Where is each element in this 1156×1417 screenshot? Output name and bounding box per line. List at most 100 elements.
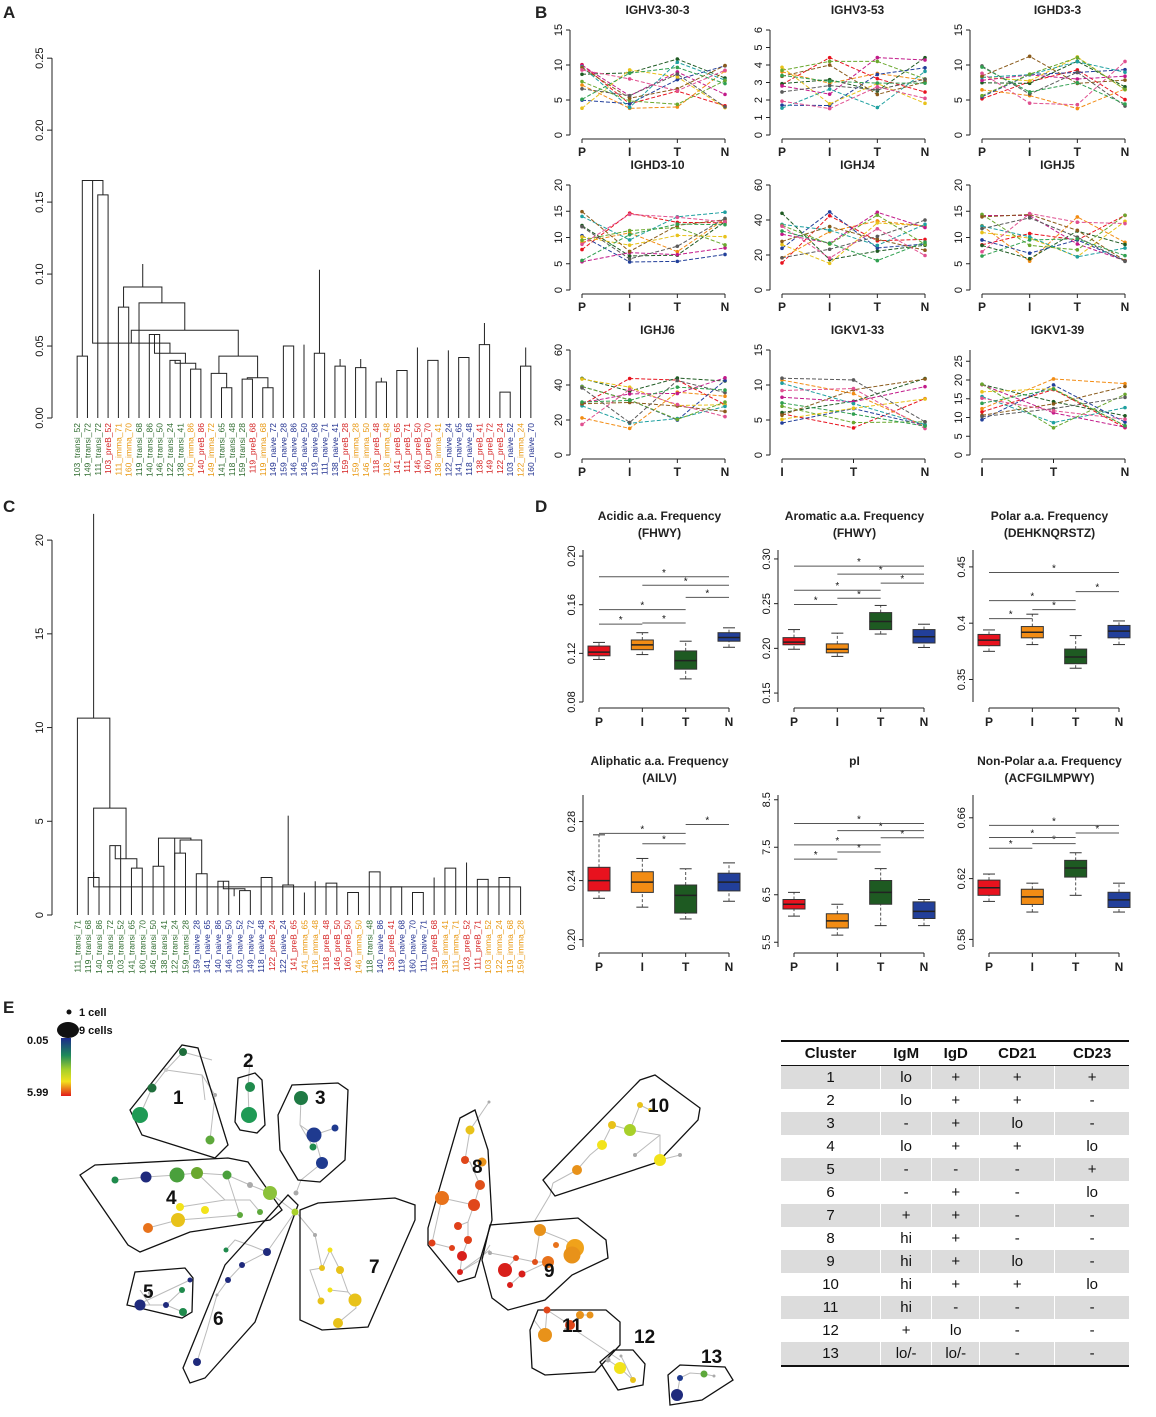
series-point — [675, 252, 680, 257]
series-line — [781, 78, 926, 93]
leaf-label: 146_preB_50 — [332, 920, 342, 971]
box — [587, 866, 611, 892]
series-point — [580, 238, 584, 243]
x-tick-label: P — [790, 960, 798, 974]
series-point — [723, 388, 727, 392]
leaf-label: 111_preB_71 — [472, 920, 482, 970]
leaf-label: 140_transi_86 — [94, 920, 104, 974]
series-point — [1027, 216, 1032, 220]
y-tick-label: 10 — [953, 59, 965, 71]
y-tick-label: 5 — [953, 261, 965, 267]
table-cell: - — [1054, 1319, 1129, 1342]
leaf-label: 103_preB_52 — [462, 920, 472, 971]
cluster-label-4: 4 — [166, 1188, 177, 1209]
y-tick-label: 10 — [753, 379, 765, 391]
series-line — [581, 388, 726, 425]
y-tick-label: 0.62 — [956, 868, 968, 889]
series-point — [980, 382, 984, 387]
series-point — [780, 103, 784, 108]
series-point — [580, 224, 584, 229]
x-tick-label: I — [628, 145, 631, 159]
leaf-label: 119_transi_68 — [134, 423, 144, 477]
series-point — [923, 81, 927, 85]
leaf-label: 122_naive_24 — [278, 920, 288, 974]
series-point — [1027, 251, 1032, 256]
series-point — [875, 246, 880, 250]
x-tick-label: N — [721, 300, 730, 314]
spade-edges — [114, 1051, 715, 1396]
table-row: 1 lo + + + — [781, 1065, 1129, 1089]
table-header-cell: IgD — [931, 1040, 980, 1066]
series-point — [580, 377, 584, 381]
box — [1064, 859, 1088, 878]
series-point — [723, 404, 727, 409]
line-panel: IGKV1-39 0 5 10 15 20 25 I T N — [953, 323, 1129, 479]
y-tick-label: 0 — [34, 912, 46, 918]
cluster-5-outline — [126, 1267, 194, 1319]
series-point — [827, 59, 832, 64]
series-point — [1027, 234, 1032, 239]
x-tick-label: T — [674, 300, 682, 314]
series-point — [875, 258, 880, 263]
series-point — [780, 410, 784, 415]
series-line — [581, 221, 726, 257]
series-line — [581, 66, 726, 100]
table-cell: 5 — [781, 1158, 881, 1181]
table-cell: lo — [931, 1319, 980, 1342]
series-line — [781, 230, 926, 262]
series-point — [923, 65, 927, 70]
color-scale-bar — [61, 1038, 71, 1096]
series-point — [780, 381, 784, 386]
series-point — [980, 238, 984, 242]
x-tick-label: P — [778, 300, 786, 314]
table-body: 1 lo + + +2 lo + + -3- + lo -4 lo + + lo 5- - - +6- + - lo 7 + + -… — [781, 1065, 1129, 1367]
table-cell: - — [979, 1158, 1055, 1181]
series-line — [781, 60, 926, 80]
cluster-12-outline — [599, 1349, 646, 1391]
series-point — [875, 226, 880, 231]
panel-subtitle: (ACFGILMPWY) — [1005, 771, 1095, 785]
series-line — [781, 74, 926, 84]
series-point — [723, 81, 727, 86]
series-line — [981, 396, 1126, 424]
table-header-cell: Cluster — [781, 1040, 881, 1066]
series-point — [1027, 54, 1032, 59]
series-point — [980, 65, 984, 69]
series-point — [1123, 392, 1127, 397]
series-point — [675, 72, 680, 76]
x-tick-label: N — [1121, 465, 1130, 479]
line-panel: IGHJ6 0 20 40 60 P I T N — [553, 323, 729, 479]
table-cell: - — [1054, 1112, 1129, 1135]
table-cell: 7 — [781, 1204, 881, 1227]
series-line — [981, 212, 1126, 253]
leaf-label: 111_preB_71 — [402, 423, 412, 473]
y-tick-label: 40 — [753, 214, 765, 226]
y-tick-label: 0.20 — [761, 638, 773, 659]
x-tick-label: I — [1031, 715, 1034, 729]
series-point — [1123, 78, 1127, 82]
leaf-label: 122_preB_24 — [495, 423, 505, 474]
table-cell: lo — [1054, 1181, 1129, 1204]
leaf-label: 138_preB_41 — [386, 920, 396, 971]
table-cell: + — [880, 1204, 932, 1227]
series-point — [980, 212, 984, 217]
leaf-label: 119_preB_68 — [247, 423, 257, 474]
series-point — [723, 390, 727, 395]
color-scale-min: 0.05 — [27, 1035, 48, 1047]
series-line — [981, 61, 1126, 78]
leaf-label: 141_preB_65 — [289, 920, 299, 971]
leaf-label: 146_imma_50 — [361, 423, 371, 477]
panel-title: IGHD3-10 — [630, 158, 684, 172]
x-tick-label: T — [877, 715, 885, 729]
series-point — [875, 85, 880, 89]
series-point — [827, 210, 832, 214]
series-point — [723, 92, 727, 97]
y-tick-label: 20 — [553, 179, 565, 191]
series-point — [780, 229, 784, 233]
series-point — [980, 414, 984, 419]
x-tick-label: N — [921, 300, 930, 314]
significance-star: * — [1052, 835, 1056, 846]
leaf-label: 146_transi_50 — [155, 423, 165, 477]
series-point — [875, 105, 880, 110]
significance-star: * — [1052, 816, 1056, 827]
